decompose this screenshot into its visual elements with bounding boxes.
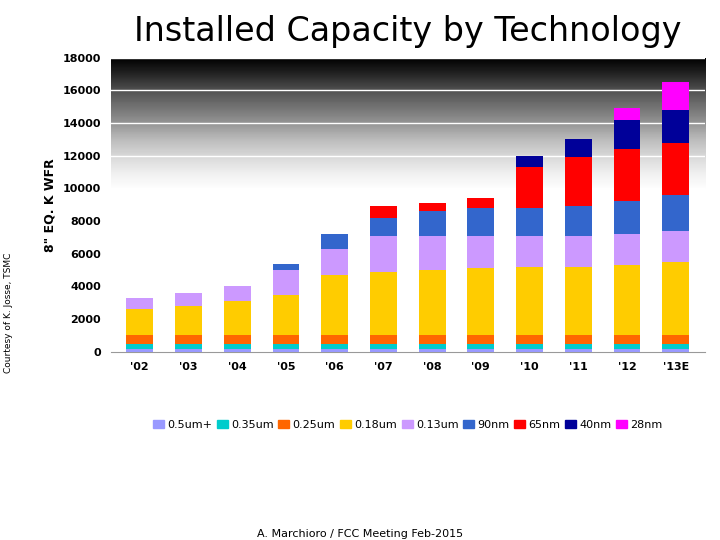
Bar: [370, 335, 397, 343]
Bar: [662, 82, 689, 110]
Bar: [370, 348, 397, 352]
Text: A. Marchioro / FCC Meeting Feb-2015: A. Marchioro / FCC Meeting Feb-2015: [257, 529, 463, 539]
Bar: [662, 343, 689, 348]
Bar: [273, 343, 300, 348]
Bar: [419, 348, 446, 352]
Bar: [613, 343, 641, 348]
Bar: [467, 208, 494, 236]
Bar: [419, 270, 446, 335]
Bar: [321, 275, 348, 335]
Bar: [224, 286, 251, 301]
Bar: [565, 236, 592, 267]
Bar: [127, 348, 153, 352]
Bar: [321, 335, 348, 343]
Title: Installed Capacity by Technology: Installed Capacity by Technology: [134, 15, 682, 48]
Bar: [516, 335, 543, 343]
Bar: [516, 236, 543, 267]
Bar: [370, 236, 397, 272]
Bar: [273, 348, 300, 352]
Bar: [613, 234, 641, 265]
Bar: [565, 139, 592, 157]
Bar: [662, 262, 689, 335]
Bar: [613, 265, 641, 335]
Bar: [613, 201, 641, 234]
Bar: [370, 343, 397, 348]
Bar: [175, 306, 202, 335]
Bar: [175, 335, 202, 343]
Bar: [370, 218, 397, 236]
Bar: [662, 143, 689, 195]
Bar: [662, 195, 689, 231]
Bar: [321, 234, 348, 249]
Legend: 0.5um+, 0.35um, 0.25um, 0.18um, 0.13um, 90nm, 65nm, 40nm, 28nm: 0.5um+, 0.35um, 0.25um, 0.18um, 0.13um, …: [148, 415, 667, 435]
Bar: [224, 301, 251, 335]
Text: Courtesy of K. Josse, TSMC: Courtesy of K. Josse, TSMC: [4, 253, 13, 373]
Bar: [662, 231, 689, 262]
Bar: [565, 348, 592, 352]
Bar: [662, 110, 689, 143]
Bar: [127, 298, 153, 309]
Bar: [516, 208, 543, 236]
Bar: [127, 335, 153, 343]
Bar: [224, 343, 251, 348]
Bar: [516, 348, 543, 352]
Bar: [175, 293, 202, 306]
Bar: [273, 264, 300, 270]
Bar: [662, 335, 689, 343]
Bar: [613, 335, 641, 343]
Bar: [467, 343, 494, 348]
Bar: [370, 272, 397, 335]
Bar: [565, 267, 592, 335]
Bar: [613, 149, 641, 201]
Bar: [224, 335, 251, 343]
Bar: [175, 348, 202, 352]
Bar: [419, 335, 446, 343]
Bar: [467, 348, 494, 352]
Bar: [565, 206, 592, 236]
Bar: [419, 236, 446, 270]
Bar: [613, 120, 641, 149]
Bar: [467, 268, 494, 335]
Bar: [127, 309, 153, 335]
Bar: [565, 157, 592, 206]
Y-axis label: 8" EQ. K WFR: 8" EQ. K WFR: [44, 158, 57, 252]
Bar: [516, 167, 543, 208]
Bar: [273, 270, 300, 295]
Bar: [175, 343, 202, 348]
Bar: [565, 343, 592, 348]
Bar: [419, 343, 446, 348]
Bar: [321, 348, 348, 352]
Bar: [321, 249, 348, 275]
Bar: [419, 211, 446, 236]
Bar: [127, 343, 153, 348]
Bar: [467, 236, 494, 268]
Bar: [273, 295, 300, 335]
Bar: [273, 335, 300, 343]
Bar: [662, 348, 689, 352]
Bar: [370, 206, 397, 218]
Bar: [321, 343, 348, 348]
Bar: [613, 109, 641, 120]
Bar: [224, 348, 251, 352]
Bar: [516, 267, 543, 335]
Bar: [467, 335, 494, 343]
Bar: [613, 348, 641, 352]
Bar: [467, 198, 494, 208]
Bar: [516, 343, 543, 348]
Bar: [565, 335, 592, 343]
Bar: [419, 203, 446, 211]
Bar: [516, 156, 543, 167]
